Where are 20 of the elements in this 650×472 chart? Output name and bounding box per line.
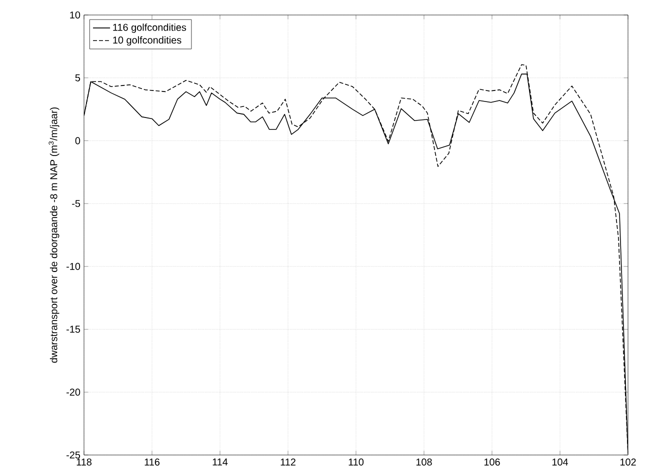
x-tick-label: 108	[416, 458, 432, 466]
y-tick-label: 0	[75, 137, 80, 144]
legend-label: 116 golfcondities	[113, 24, 186, 33]
x-tick-label: 110	[348, 458, 364, 466]
y-tick-label: -5	[72, 200, 80, 208]
y-tick-label: -10	[66, 262, 80, 270]
y-tick-label: -15	[66, 326, 80, 333]
x-tick-label: 104	[552, 458, 568, 466]
y-tick-label: -20	[66, 388, 80, 396]
y-tick-label: 5	[75, 74, 80, 82]
y-axis-title: dwarstransport over de doorgaande -8 m NAP (m$^{3}$/m/jaar)	[48, 107, 60, 363]
y-tick-label: 10	[70, 11, 80, 19]
x-tick-label: 116	[144, 458, 160, 466]
x-tick-label: 102	[620, 458, 636, 466]
x-tick-label: 112	[280, 458, 296, 466]
y-tick-label: -25	[66, 451, 80, 459]
x-tick-label: 118	[76, 458, 92, 466]
legend-label: 10 golfcondities	[113, 36, 182, 46]
x-tick-label: 106	[484, 458, 500, 466]
x-tick-label: 114	[212, 458, 228, 466]
